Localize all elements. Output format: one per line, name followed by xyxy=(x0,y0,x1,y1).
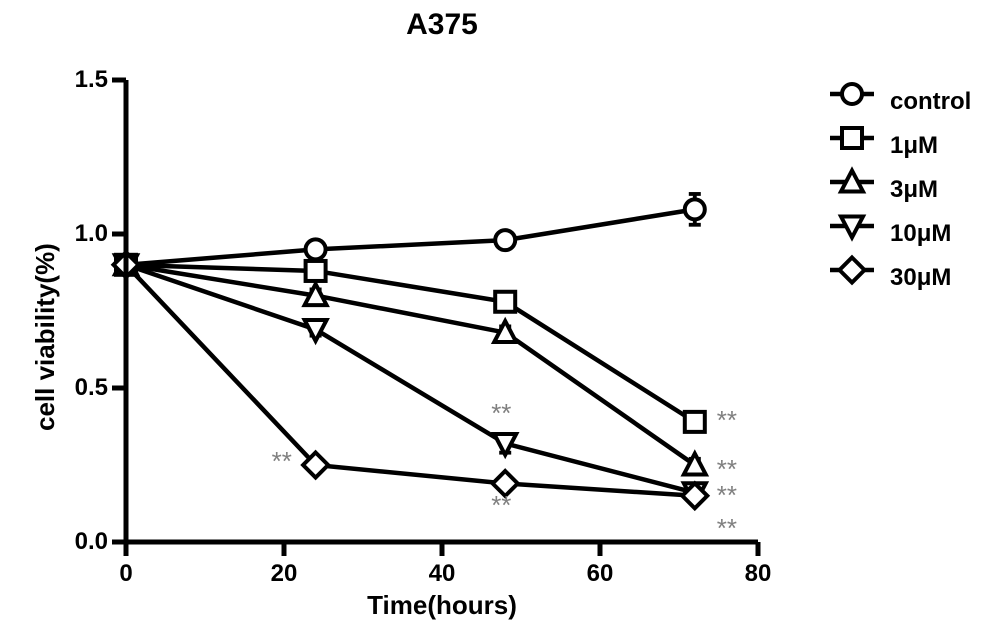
x-tick-label: 60 xyxy=(580,560,620,588)
legend-item: 30μM xyxy=(830,256,951,300)
legend-label: 3μM xyxy=(890,176,938,204)
x-tick-label: 40 xyxy=(422,560,462,588)
significance-marker: ** xyxy=(717,405,737,436)
series-marker xyxy=(495,230,515,250)
series-line xyxy=(126,209,695,264)
significance-marker: ** xyxy=(491,490,511,521)
x-tick-label: 0 xyxy=(106,560,146,588)
significance-marker: ** xyxy=(717,480,737,511)
significance-marker: ** xyxy=(491,398,511,429)
legend-marker-icon xyxy=(830,256,880,300)
significance-marker: ** xyxy=(272,446,292,477)
x-axis-label: Time(hours) xyxy=(126,590,758,621)
series-line xyxy=(126,265,695,493)
x-tick-label: 80 xyxy=(738,560,778,588)
series-marker xyxy=(305,284,327,305)
series-marker xyxy=(495,292,515,312)
y-tick-label: 0.5 xyxy=(62,374,108,402)
series-line xyxy=(126,265,695,422)
legend-item: 1μM xyxy=(830,124,938,168)
legend-item: 10μM xyxy=(830,212,951,256)
legend-item: control xyxy=(830,80,971,124)
series-line xyxy=(126,265,695,496)
series-marker xyxy=(684,454,706,475)
legend-marker-icon xyxy=(830,80,880,124)
legend-label: 10μM xyxy=(890,220,951,248)
series-marker xyxy=(494,321,516,342)
legend-marker-icon xyxy=(830,212,880,256)
y-tick-label: 1.0 xyxy=(62,220,108,248)
y-tick-label: 1.5 xyxy=(62,66,108,94)
significance-marker: ** xyxy=(717,513,737,544)
series-marker xyxy=(685,412,705,432)
series-marker xyxy=(685,199,705,219)
legend-label: control xyxy=(890,88,971,116)
legend-marker-icon xyxy=(830,168,880,212)
y-axis-label: cell viability(%) xyxy=(30,243,61,431)
series-marker xyxy=(306,261,326,281)
legend-label: 30μM xyxy=(890,264,951,292)
chart-title: A375 xyxy=(126,8,758,42)
series-marker xyxy=(305,320,327,341)
series-marker xyxy=(494,434,516,455)
legend-marker-icon xyxy=(830,124,880,168)
legend-item: 3μM xyxy=(830,168,938,212)
series-marker xyxy=(306,239,326,259)
legend-label: 1μM xyxy=(890,132,938,160)
y-tick-label: 0.0 xyxy=(62,528,108,556)
x-tick-label: 20 xyxy=(264,560,304,588)
